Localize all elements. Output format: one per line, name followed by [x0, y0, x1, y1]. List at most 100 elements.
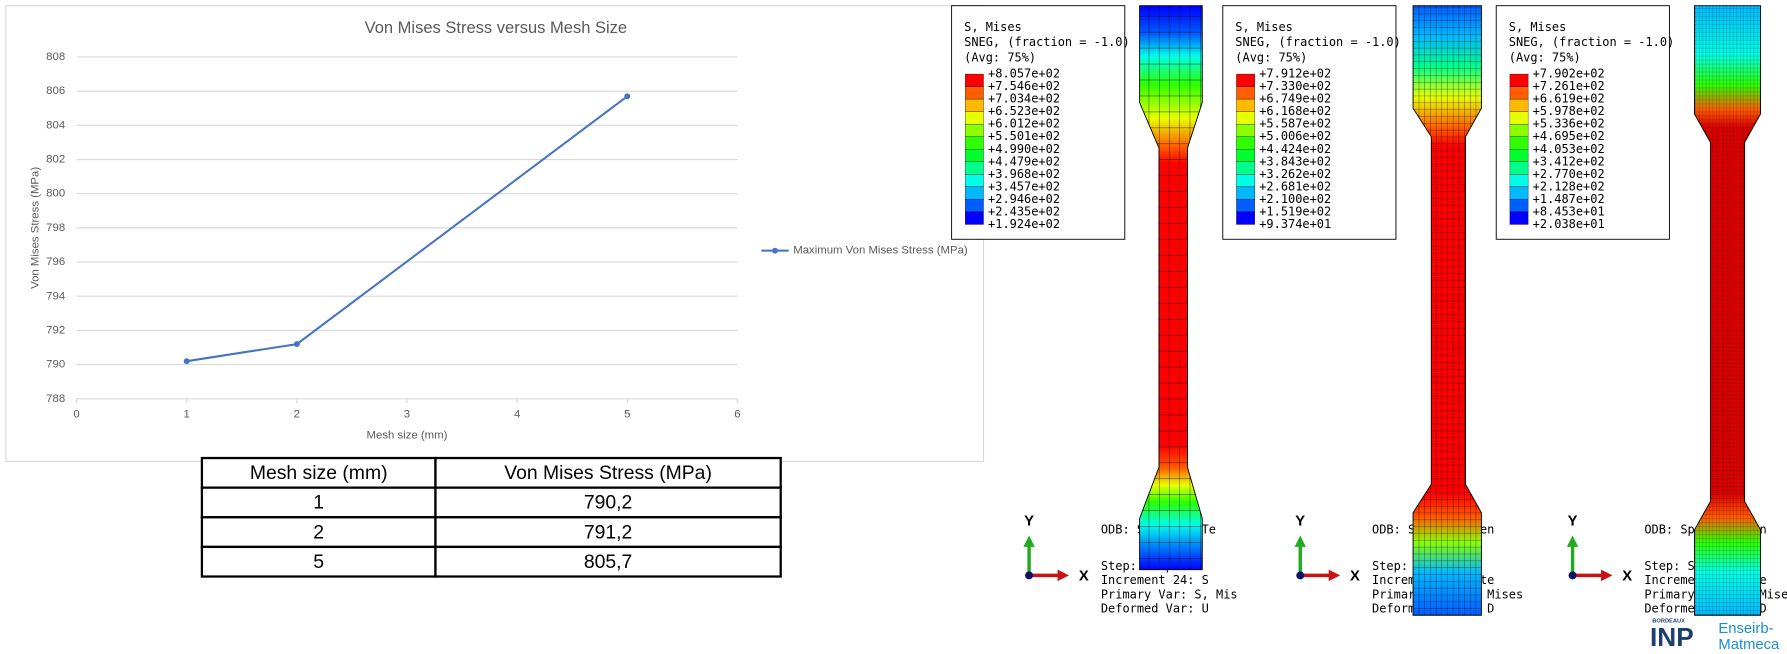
legend-marker	[772, 248, 778, 254]
legend-swatch	[1510, 212, 1528, 225]
x-axis-label: Mesh size (mm)	[367, 429, 448, 441]
x-tick-label: 4	[514, 409, 520, 421]
legend-swatch	[1510, 112, 1528, 125]
legend-title: (Avg: 75%)	[1509, 51, 1581, 65]
legend-swatch	[965, 162, 983, 175]
legend-title: (Avg: 75%)	[1235, 51, 1307, 65]
legend-swatch	[1510, 187, 1528, 200]
legend-swatch	[965, 199, 983, 212]
triad-x-label: X	[1079, 568, 1089, 584]
logo: BORDEAUX INP Enseirb- Matmeca	[1650, 618, 1780, 652]
legend-swatch	[1236, 137, 1254, 150]
triad-origin	[1025, 571, 1033, 579]
table-cell-text: 1	[313, 492, 324, 514]
table-header-text: Mesh size (mm)	[250, 462, 388, 484]
legend-title: SNEG, (fraction = -1.0)	[1509, 35, 1675, 49]
table-cell-text: 2	[313, 521, 324, 543]
legend-swatch	[1510, 149, 1528, 162]
legend-swatch	[1510, 87, 1528, 100]
x-tick-label: 3	[404, 409, 410, 421]
legend-swatch	[965, 149, 983, 162]
y-tick-label: 792	[46, 324, 65, 336]
legend-swatch	[965, 187, 983, 200]
legend-swatch	[1236, 87, 1254, 100]
marker	[184, 358, 190, 364]
table-cell-text: 5	[313, 551, 324, 573]
chart-title: Von Mises Stress versus Mesh Size	[365, 18, 628, 37]
y-tick-label: 796	[46, 256, 65, 268]
legend-swatch	[1510, 199, 1528, 212]
y-tick-label: 794	[46, 290, 65, 302]
triad-x-label: X	[1622, 568, 1632, 584]
legend-swatch	[965, 124, 983, 137]
table-header-text: Von Mises Stress (MPa)	[504, 462, 712, 484]
y-tick-label: 802	[46, 154, 65, 166]
y-axis-label: Von Mises Stress (MPa)	[30, 167, 42, 289]
legend-swatch	[1236, 212, 1254, 225]
legend-swatch	[1510, 174, 1528, 187]
specimen-mesh	[1694, 6, 1760, 616]
legend-title: SNEG, (fraction = -1.0)	[1235, 35, 1401, 49]
legend-swatch	[965, 74, 983, 87]
triad-origin	[1569, 571, 1577, 579]
table-cell-text: 790,2	[584, 492, 632, 514]
legend-swatch	[1236, 112, 1254, 125]
x-tick-label: 1	[184, 409, 190, 421]
table-cell-text: 805,7	[584, 551, 632, 573]
marker	[294, 341, 300, 347]
legend-swatch	[1510, 74, 1528, 87]
y-tick-label: 808	[46, 51, 65, 63]
body: Von Mises Stress versus Mesh Size Mesh s…	[0, 0, 1787, 654]
x-tick-label: 5	[624, 409, 630, 421]
legend-swatch	[1236, 187, 1254, 200]
legend-swatch	[1236, 99, 1254, 112]
table: Mesh size (mm) Von Mises Stress (MPa) 1 790…	[202, 458, 781, 576]
y-tick-label: 790	[46, 359, 65, 371]
odb-info: Primary Var: S, Mis	[1101, 587, 1238, 601]
legend-title: SNEG, (fraction = -1.0)	[964, 35, 1130, 49]
odb-info: Deformed Var: U	[1101, 601, 1209, 615]
legend-swatch	[965, 212, 983, 225]
specimen-mesh	[1140, 6, 1203, 570]
triad-x-head	[1601, 570, 1612, 581]
legend-swatch	[1510, 137, 1528, 150]
legend-value: +9.374e+01	[1259, 217, 1331, 231]
legend-value: +1.924e+02	[988, 217, 1060, 231]
table-cell-text: 791,2	[584, 521, 632, 543]
legend-title: S, Mises	[1509, 20, 1567, 34]
y-tick-label: 800	[46, 188, 65, 200]
triad-y-label: Y	[1024, 514, 1034, 530]
triad-x-label: X	[1350, 568, 1360, 584]
triad-x-head	[1329, 570, 1340, 581]
legend-swatch	[1510, 124, 1528, 137]
logo-school: Enseirb-	[1718, 621, 1773, 637]
y-tick-label: 798	[46, 222, 65, 234]
legend-swatch	[1236, 124, 1254, 137]
legend-swatch	[1236, 199, 1254, 212]
specimen-mesh	[1413, 6, 1481, 616]
triad-origin	[1296, 571, 1304, 579]
marker	[624, 93, 630, 99]
triad-y-head	[1567, 536, 1578, 547]
legend-title: (Avg: 75%)	[964, 51, 1036, 65]
legend-swatch	[965, 99, 983, 112]
x-tick-label: 0	[73, 409, 79, 421]
legend-label: Maximum Von Mises Stress (MPa)	[793, 245, 968, 257]
logo-main: INP	[1650, 622, 1694, 652]
x-tick-label: 6	[734, 409, 740, 421]
legend-swatch	[965, 112, 983, 125]
triad-y-head	[1023, 536, 1034, 547]
legend-swatch	[965, 137, 983, 150]
triad-y-head	[1295, 536, 1306, 547]
legend-value: +2.038e+01	[1533, 217, 1605, 231]
chart-frame	[6, 6, 984, 462]
legend-swatch	[965, 174, 983, 187]
triad-y-label: Y	[1295, 514, 1305, 530]
slide: Von Mises Stress versus Mesh Size Mesh s…	[0, 0, 1787, 654]
y-tick-label: 788	[46, 393, 65, 405]
odb-info: Increment 24: S	[1101, 573, 1209, 587]
legend-title: S, Mises	[1235, 20, 1293, 34]
x-tick-label: 2	[294, 409, 300, 421]
legend-swatch	[1236, 74, 1254, 87]
